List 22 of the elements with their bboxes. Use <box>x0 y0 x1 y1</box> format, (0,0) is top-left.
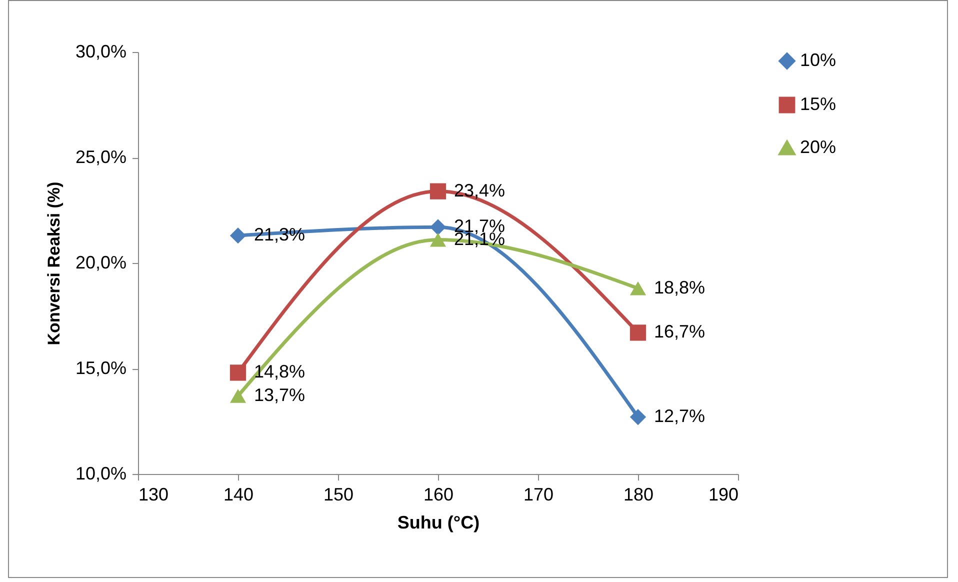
x-tick-label: 130 <box>138 484 169 504</box>
data-label: 18,8% <box>654 277 706 298</box>
x-tick-label: 150 <box>323 484 354 504</box>
data-label: 13,7% <box>254 384 306 405</box>
legend-label: 10% <box>800 50 836 70</box>
y-tick-label: 25,0% <box>75 147 126 167</box>
y-tick-label: 15,0% <box>75 358 126 378</box>
x-tick-label: 170 <box>523 484 554 504</box>
y-tick-label: 10,0% <box>75 464 126 484</box>
data-label: 23,4% <box>454 180 506 200</box>
x-tick-label: 140 <box>223 484 254 504</box>
y-axis-title: Konversi Reaksi (%) <box>44 182 64 346</box>
data-label: 16,7% <box>654 322 706 342</box>
x-tick-label: 180 <box>623 484 654 504</box>
y-tick-label: 30,0% <box>75 42 126 62</box>
x-axis-title: Suhu (°C) <box>397 512 480 532</box>
y-tick-label: 20,0% <box>75 252 126 272</box>
data-label: 12,7% <box>654 406 706 426</box>
legend-label: 15% <box>800 94 836 114</box>
legend-label: 20% <box>800 137 836 157</box>
x-tick-label: 190 <box>708 484 738 504</box>
x-tick-label: 160 <box>423 484 454 504</box>
